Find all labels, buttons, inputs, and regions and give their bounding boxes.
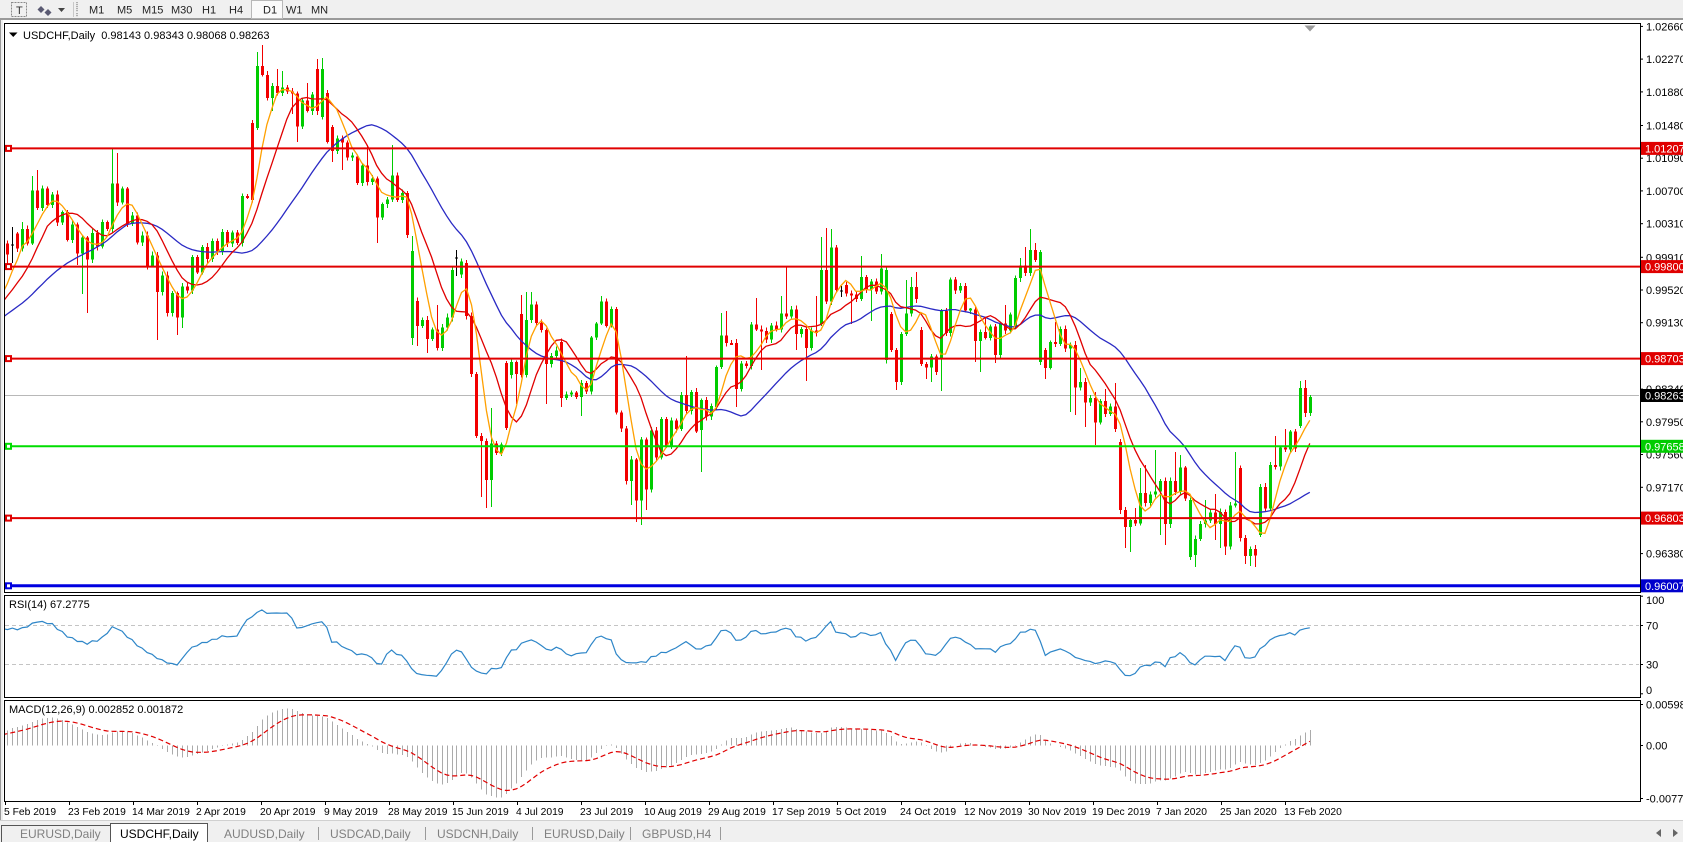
svg-text:0.99520: 0.99520 — [1646, 285, 1683, 297]
svg-text:0.005986: 0.005986 — [1646, 700, 1683, 712]
svg-text:15 Jun 2019: 15 Jun 2019 — [452, 807, 509, 818]
svg-text:10 Aug 2019: 10 Aug 2019 — [644, 807, 702, 818]
svg-text:0.98263: 0.98263 — [1645, 391, 1683, 403]
svg-text:W1: W1 — [286, 5, 303, 17]
svg-text:H4: H4 — [229, 5, 243, 17]
svg-text:RSI(14) 67.2775: RSI(14) 67.2775 — [9, 599, 90, 611]
svg-text:AUDUSD,Daily: AUDUSD,Daily — [224, 827, 305, 841]
svg-text:30: 30 — [1646, 660, 1658, 672]
svg-text:17 Sep 2019: 17 Sep 2019 — [772, 807, 831, 818]
svg-text:19 Dec 2019: 19 Dec 2019 — [1092, 807, 1151, 818]
svg-text:70: 70 — [1646, 621, 1658, 633]
svg-text:0.96007: 0.96007 — [1645, 581, 1683, 593]
svg-text:0.96380: 0.96380 — [1646, 549, 1683, 561]
svg-text:1.02660: 1.02660 — [1646, 21, 1683, 33]
svg-text:MN: MN — [311, 5, 328, 17]
svg-text:M30: M30 — [171, 5, 192, 17]
svg-text:USDCNH,Daily: USDCNH,Daily — [437, 827, 518, 841]
svg-text:0.00: 0.00 — [1646, 741, 1667, 753]
svg-text:30 Nov 2019: 30 Nov 2019 — [1028, 807, 1087, 818]
svg-text:20 Apr 2019: 20 Apr 2019 — [260, 807, 316, 818]
svg-text:0: 0 — [1646, 685, 1652, 697]
svg-text:GBPUSD,H4: GBPUSD,H4 — [642, 827, 712, 841]
svg-text:0.96803: 0.96803 — [1645, 513, 1683, 525]
svg-text:USDCHF,Daily 0.98143 0.98343: USDCHF,Daily 0.98143 0.98343 0.98068 0.9… — [23, 30, 269, 42]
svg-text:-0.007737: -0.007737 — [1646, 794, 1683, 806]
svg-text:0.98703: 0.98703 — [1645, 354, 1683, 366]
svg-text:USDCAD,Daily: USDCAD,Daily — [330, 827, 411, 841]
svg-text:1.02270: 1.02270 — [1646, 54, 1683, 66]
svg-text:0.99130: 0.99130 — [1646, 318, 1683, 330]
svg-text:25 Jan 2020: 25 Jan 2020 — [1220, 807, 1277, 818]
svg-text:1.00700: 1.00700 — [1646, 186, 1683, 198]
svg-text:28 May 2019: 28 May 2019 — [388, 807, 448, 818]
svg-text:4 Jul 2019: 4 Jul 2019 — [516, 807, 564, 818]
svg-text:13 Feb 2020: 13 Feb 2020 — [1284, 807, 1342, 818]
svg-text:EURUSD,Daily: EURUSD,Daily — [544, 827, 625, 841]
svg-text:5 Feb 2019: 5 Feb 2019 — [4, 807, 56, 818]
svg-text:12 Nov 2019: 12 Nov 2019 — [964, 807, 1023, 818]
svg-text:M15: M15 — [142, 5, 163, 17]
svg-text:7 Jan 2020: 7 Jan 2020 — [1156, 807, 1207, 818]
svg-text:EURUSD,Daily: EURUSD,Daily — [20, 827, 101, 841]
svg-text:1.00310: 1.00310 — [1646, 219, 1683, 231]
svg-text:T: T — [16, 5, 23, 17]
svg-text:H1: H1 — [202, 5, 216, 17]
svg-text:9 May 2019: 9 May 2019 — [324, 807, 378, 818]
svg-text:23 Jul 2019: 23 Jul 2019 — [580, 807, 634, 818]
svg-text:1.01880: 1.01880 — [1646, 87, 1683, 99]
svg-text:24 Oct 2019: 24 Oct 2019 — [900, 807, 956, 818]
svg-text:USDCHF,Daily: USDCHF,Daily — [120, 827, 199, 841]
svg-text:2 Apr 2019: 2 Apr 2019 — [196, 807, 246, 818]
svg-text:1.01480: 1.01480 — [1646, 121, 1683, 133]
svg-text:MACD(12,26,9) 0.002852 0.00187: MACD(12,26,9) 0.002852 0.001872 — [9, 704, 183, 716]
svg-text:D1: D1 — [263, 5, 277, 17]
svg-text:M5: M5 — [117, 5, 132, 17]
svg-text:0.97658: 0.97658 — [1645, 441, 1683, 453]
svg-text:0.97170: 0.97170 — [1646, 482, 1683, 494]
svg-text:1.01207: 1.01207 — [1645, 143, 1683, 155]
svg-text:14 Mar 2019: 14 Mar 2019 — [132, 807, 190, 818]
svg-text:29 Aug 2019: 29 Aug 2019 — [708, 807, 766, 818]
svg-text:1.01090: 1.01090 — [1646, 153, 1683, 165]
svg-text:0.99800: 0.99800 — [1645, 262, 1683, 274]
svg-text:23 Feb 2019: 23 Feb 2019 — [68, 807, 126, 818]
svg-text:100: 100 — [1646, 595, 1664, 607]
svg-text:5 Oct 2019: 5 Oct 2019 — [836, 807, 887, 818]
svg-text:0.97950: 0.97950 — [1646, 417, 1683, 429]
svg-text:M1: M1 — [89, 5, 104, 17]
